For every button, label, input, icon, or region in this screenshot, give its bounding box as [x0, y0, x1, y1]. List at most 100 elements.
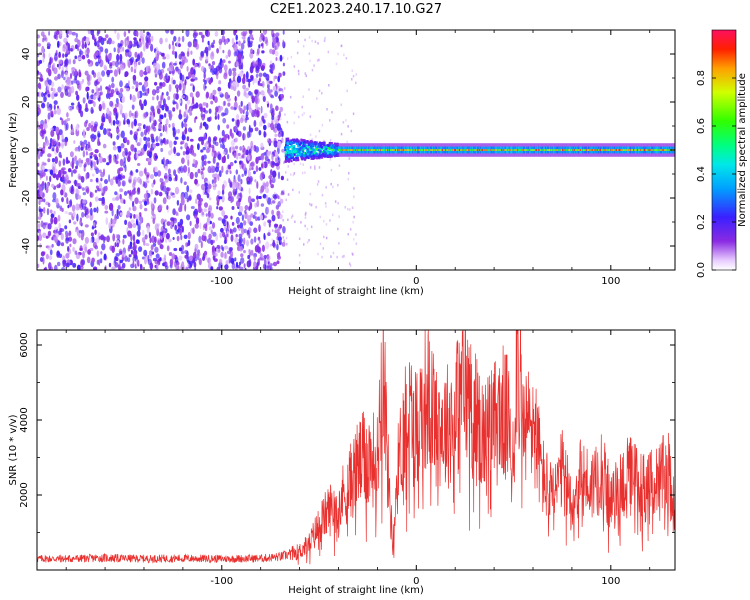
spectrogram-cell — [256, 199, 260, 208]
spectrogram-cell — [241, 227, 245, 235]
spectrogram-cell — [93, 161, 96, 168]
spectrogram-cell — [250, 213, 254, 218]
spectrogram-cell — [280, 175, 284, 181]
spectrogram-cell — [137, 91, 141, 99]
spectrogram-cell — [65, 156, 69, 165]
spectrogram-cell — [116, 242, 119, 248]
spectrogram-cell — [106, 40, 109, 45]
spectrogram-cell — [349, 228, 352, 231]
colorbar-gradient — [711, 29, 737, 271]
spectrogram-cell — [138, 246, 143, 253]
spectrogram-cell — [100, 37, 105, 46]
spectrogram-cell — [76, 182, 81, 187]
spectrogram-cell — [93, 121, 99, 128]
spectrogram-cell — [330, 182, 332, 186]
spectrogram-cell — [154, 190, 159, 196]
spectrogram-cell — [89, 201, 92, 208]
spectrogram-cell — [267, 219, 272, 224]
spectrogram-cell — [91, 70, 95, 75]
spectrogram-cell — [295, 147, 299, 151]
spectrogram-cell — [144, 207, 148, 212]
spectrogram-cell — [337, 202, 339, 205]
spectrogram-cell — [319, 155, 322, 159]
spectrogram-cell — [124, 255, 128, 262]
spectrogram-cell — [81, 211, 85, 218]
spectrogram-cell — [139, 203, 143, 210]
spectrogram-cell — [99, 46, 104, 53]
spectrogram-cell — [81, 37, 85, 45]
spectrogram-cell — [87, 80, 91, 86]
spectrogram-cell — [318, 166, 321, 169]
spectrogram-cell — [116, 145, 121, 149]
spectrogram-cell — [47, 202, 51, 208]
y-tick-label: -20 — [21, 190, 32, 206]
spectrogram-cell — [338, 242, 340, 245]
spectrogram-cell — [44, 266, 48, 270]
spectrogram-cell — [306, 227, 309, 231]
spectrogram-cell — [250, 146, 253, 152]
spectrogram-cell — [329, 219, 331, 222]
spectrogram-cell — [132, 205, 137, 212]
spectrogram-cell — [253, 120, 257, 127]
spectrogram-cell — [189, 171, 194, 180]
spectrogram-cell — [201, 159, 205, 168]
spectrogram-cell — [286, 178, 289, 181]
spectrogram-cell — [190, 128, 193, 133]
spectrogram-cell — [119, 80, 123, 88]
spectrogram-cell — [183, 234, 188, 239]
spectrogram-cell — [216, 201, 220, 206]
spectrogram-cell — [164, 265, 169, 270]
spectrogram-cell — [154, 223, 159, 231]
spectrogram-cell — [220, 112, 225, 117]
spectrogram-cell — [159, 178, 163, 183]
y-tick-label: 4000 — [19, 407, 30, 432]
spectrogram-cell — [231, 206, 235, 210]
spectrogram-cell — [351, 78, 353, 81]
spectrogram-cell — [212, 239, 215, 244]
spectrogram-cell — [297, 145, 300, 148]
spectrogram-cell — [150, 35, 154, 42]
spectrogram-cell — [285, 198, 287, 202]
spectrogram-cell — [131, 121, 134, 129]
spectrogram-cell — [194, 214, 198, 220]
spectrogram-cell — [200, 50, 204, 57]
spectrogram-cell — [140, 131, 144, 137]
spectrogram-cell — [99, 91, 103, 96]
spectrogram-cell — [234, 257, 237, 262]
spectrogram-cell — [199, 106, 203, 112]
spectrogram-cell — [321, 151, 324, 154]
spectrogram-cell — [47, 231, 51, 238]
spectrogram-cell — [115, 196, 120, 201]
spectrogram-cell — [95, 61, 99, 67]
spectrogram-cell — [105, 55, 109, 63]
spectrogram-cell — [180, 165, 184, 174]
spectrogram-cell — [315, 156, 318, 160]
spectrogram-cell — [151, 89, 157, 96]
spectrogram-cell — [211, 222, 216, 229]
spectrogram-cell — [155, 253, 160, 259]
spectrogram-cell — [45, 253, 50, 260]
spectrogram-cell — [201, 65, 205, 72]
spectrogram-cell — [266, 255, 271, 261]
spectrogram-cell — [138, 170, 144, 177]
spectrogram-cell — [203, 83, 207, 91]
spectrogram-cell — [106, 73, 110, 78]
spectrogram-cell — [220, 245, 224, 250]
spectrogram-cell — [235, 234, 238, 238]
spectrogram-cell — [85, 103, 88, 111]
spectrogram-cell — [271, 214, 276, 222]
spectrogram-cell — [99, 59, 104, 68]
spectrogram-cell — [219, 106, 223, 111]
spectrogram-cell — [94, 156, 98, 161]
spectrogram-cell — [257, 156, 260, 162]
spectrogram-cell — [218, 91, 223, 95]
spectrogram-cell — [244, 209, 247, 214]
spectrogram-cell — [50, 139, 55, 147]
spectrogram-cell — [244, 205, 249, 211]
spectrogram-cell — [153, 171, 158, 177]
spectrogram-cell — [165, 37, 168, 43]
spectrogram-cell — [187, 109, 190, 113]
spectrogram-cell — [110, 89, 115, 95]
spectrogram-cell — [136, 150, 141, 154]
spectrogram-cell — [138, 200, 142, 204]
